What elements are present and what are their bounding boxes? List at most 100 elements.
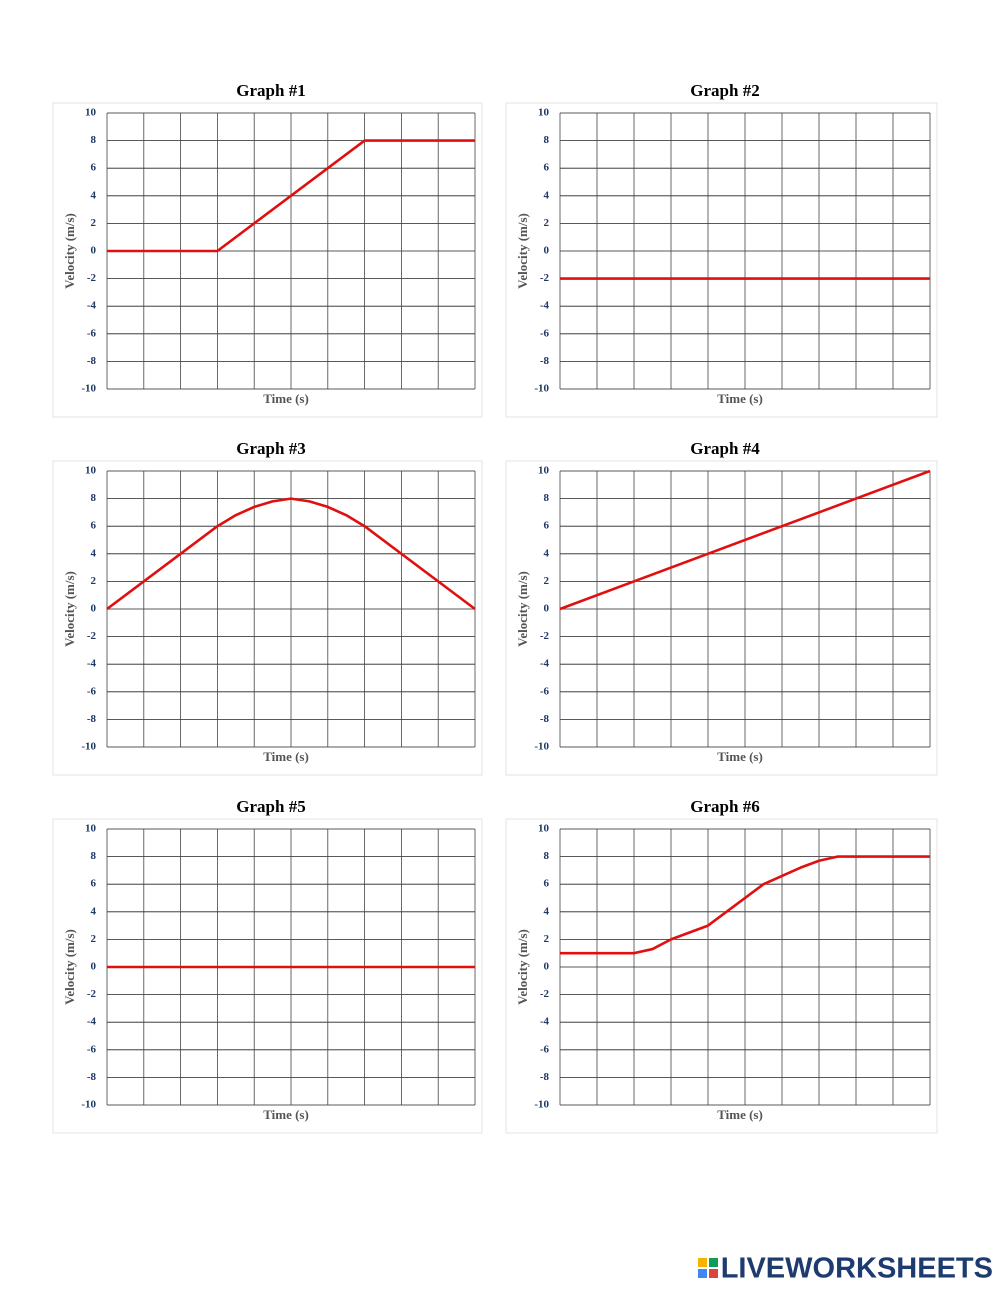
y-tick-label: 10	[538, 465, 550, 477]
y-tick-label: -10	[81, 1099, 96, 1111]
y-tick-label: 8	[544, 850, 550, 862]
y-tick-label: 10	[538, 107, 550, 119]
y-tick-label: -8	[540, 713, 550, 725]
y-tick-label: 4	[91, 905, 97, 917]
y-axis-label: Velocity (m/s)	[515, 571, 530, 647]
y-axis-label: Velocity (m/s)	[515, 213, 530, 289]
y-tick-label: -8	[540, 1071, 550, 1083]
data-line	[560, 855, 930, 955]
logo-square	[698, 1269, 707, 1278]
y-tick-label: 8	[544, 492, 550, 504]
y-axis-label: Velocity (m/s)	[62, 571, 77, 647]
chart-title: Graph #3	[236, 439, 305, 458]
y-tick-label: -8	[540, 355, 550, 367]
y-tick-label: -8	[87, 713, 97, 725]
x-axis-label: Time (s)	[263, 1107, 309, 1122]
y-tick-label: 0	[91, 245, 97, 257]
y-tick-label: 2	[91, 933, 97, 945]
y-tick-label: 2	[544, 933, 550, 945]
x-axis-label: Time (s)	[717, 391, 763, 406]
y-tick-label: 0	[91, 961, 97, 973]
y-tick-label: -6	[540, 1043, 550, 1055]
panel-border	[505, 460, 938, 776]
logo-square	[709, 1258, 718, 1267]
y-tick-label: 6	[91, 520, 97, 532]
chart-panel: Graph #1 -10 -8 -6 -4 -2 0 2 4 6 8 10 Velocity (m/s)…	[52, 81, 483, 418]
y-tick-label: 6	[544, 520, 550, 532]
y-tick-label: 8	[91, 492, 97, 504]
y-tick-label: 2	[544, 217, 550, 229]
chart-panel: Graph #3 -10 -8 -6 -4 -2 0 2 4 6 8 10 Velocity (m/s)…	[52, 439, 483, 776]
y-tick-label: -4	[540, 658, 550, 670]
y-tick-label: 0	[544, 603, 550, 615]
y-tick-label: -2	[540, 988, 550, 1000]
y-tick-label: 4	[544, 905, 550, 917]
y-tick-label: 6	[91, 878, 97, 890]
data-line	[107, 139, 475, 253]
chart-panel: Graph #2 -10 -8 -6 -4 -2 0 2 4 6 8 10 Velocity (m/s)…	[505, 81, 938, 418]
y-tick-label: 6	[91, 162, 97, 174]
y-tick-label: 2	[544, 575, 550, 587]
y-tick-label: 2	[91, 575, 97, 587]
y-tick-label: -6	[540, 327, 550, 339]
y-tick-label: -8	[87, 1071, 97, 1083]
x-axis-label: Time (s)	[717, 1107, 763, 1122]
y-tick-label: -10	[534, 1099, 549, 1111]
y-tick-label: -6	[540, 685, 550, 697]
y-tick-label: 0	[544, 245, 550, 257]
y-axis-label: Velocity (m/s)	[62, 929, 77, 1005]
y-tick-label: -10	[534, 741, 549, 753]
y-tick-label: 0	[544, 961, 550, 973]
logo-square	[709, 1269, 718, 1278]
chart-panel: Graph #5 -10 -8 -6 -4 -2 0 2 4 6 8 10 Velocity (m/s)…	[52, 797, 483, 1134]
y-tick-label: 8	[91, 850, 97, 862]
y-tick-label: -4	[540, 300, 550, 312]
y-tick-label: 6	[544, 162, 550, 174]
x-axis-label: Time (s)	[263, 749, 309, 764]
y-axis-label: Velocity (m/s)	[515, 929, 530, 1005]
y-tick-label: 4	[91, 547, 97, 559]
y-tick-label: -4	[87, 1016, 97, 1028]
y-tick-label: 4	[91, 189, 97, 201]
logo-square	[698, 1258, 707, 1267]
x-axis-label: Time (s)	[717, 749, 763, 764]
y-tick-label: -4	[87, 658, 97, 670]
panel-border	[52, 818, 483, 1134]
y-axis-label: Velocity (m/s)	[62, 213, 77, 289]
y-tick-label: 10	[538, 823, 550, 835]
y-tick-label: 2	[91, 217, 97, 229]
y-tick-label: -6	[87, 685, 97, 697]
y-tick-label: 6	[544, 878, 550, 890]
chart-title: Graph #4	[690, 439, 760, 458]
y-tick-label: 10	[85, 107, 97, 119]
y-tick-label: -2	[87, 272, 97, 284]
y-tick-label: -4	[540, 1016, 550, 1028]
chart-title: Graph #1	[236, 81, 305, 100]
chart-panel: Graph #4 -10 -8 -6 -4 -2 0 2 4 6 8 10 Velocity (m/s)…	[505, 439, 938, 776]
chart-title: Graph #2	[690, 81, 759, 100]
logo-icon	[698, 1258, 718, 1278]
y-tick-label: 10	[85, 823, 97, 835]
x-axis-label: Time (s)	[263, 391, 309, 406]
y-tick-label: 10	[85, 465, 97, 477]
panel-border	[52, 102, 483, 418]
y-tick-label: -2	[540, 630, 550, 642]
data-line	[106, 497, 476, 611]
y-tick-label: 4	[544, 547, 550, 559]
y-tick-label: -2	[87, 630, 97, 642]
panel-border	[505, 102, 938, 418]
y-tick-label: 4	[544, 189, 550, 201]
y-tick-label: 8	[91, 134, 97, 146]
y-tick-label: -4	[87, 300, 97, 312]
watermark: LIVEWORKSHEETS	[721, 1253, 993, 1285]
data-line	[559, 469, 931, 611]
y-tick-label: -2	[87, 988, 97, 1000]
chart-title: Graph #5	[236, 797, 305, 816]
y-tick-label: -2	[540, 272, 550, 284]
chart-title: Graph #6	[690, 797, 759, 816]
y-tick-label: 8	[544, 134, 550, 146]
y-tick-label: -10	[81, 741, 96, 753]
panel-border	[52, 460, 483, 776]
